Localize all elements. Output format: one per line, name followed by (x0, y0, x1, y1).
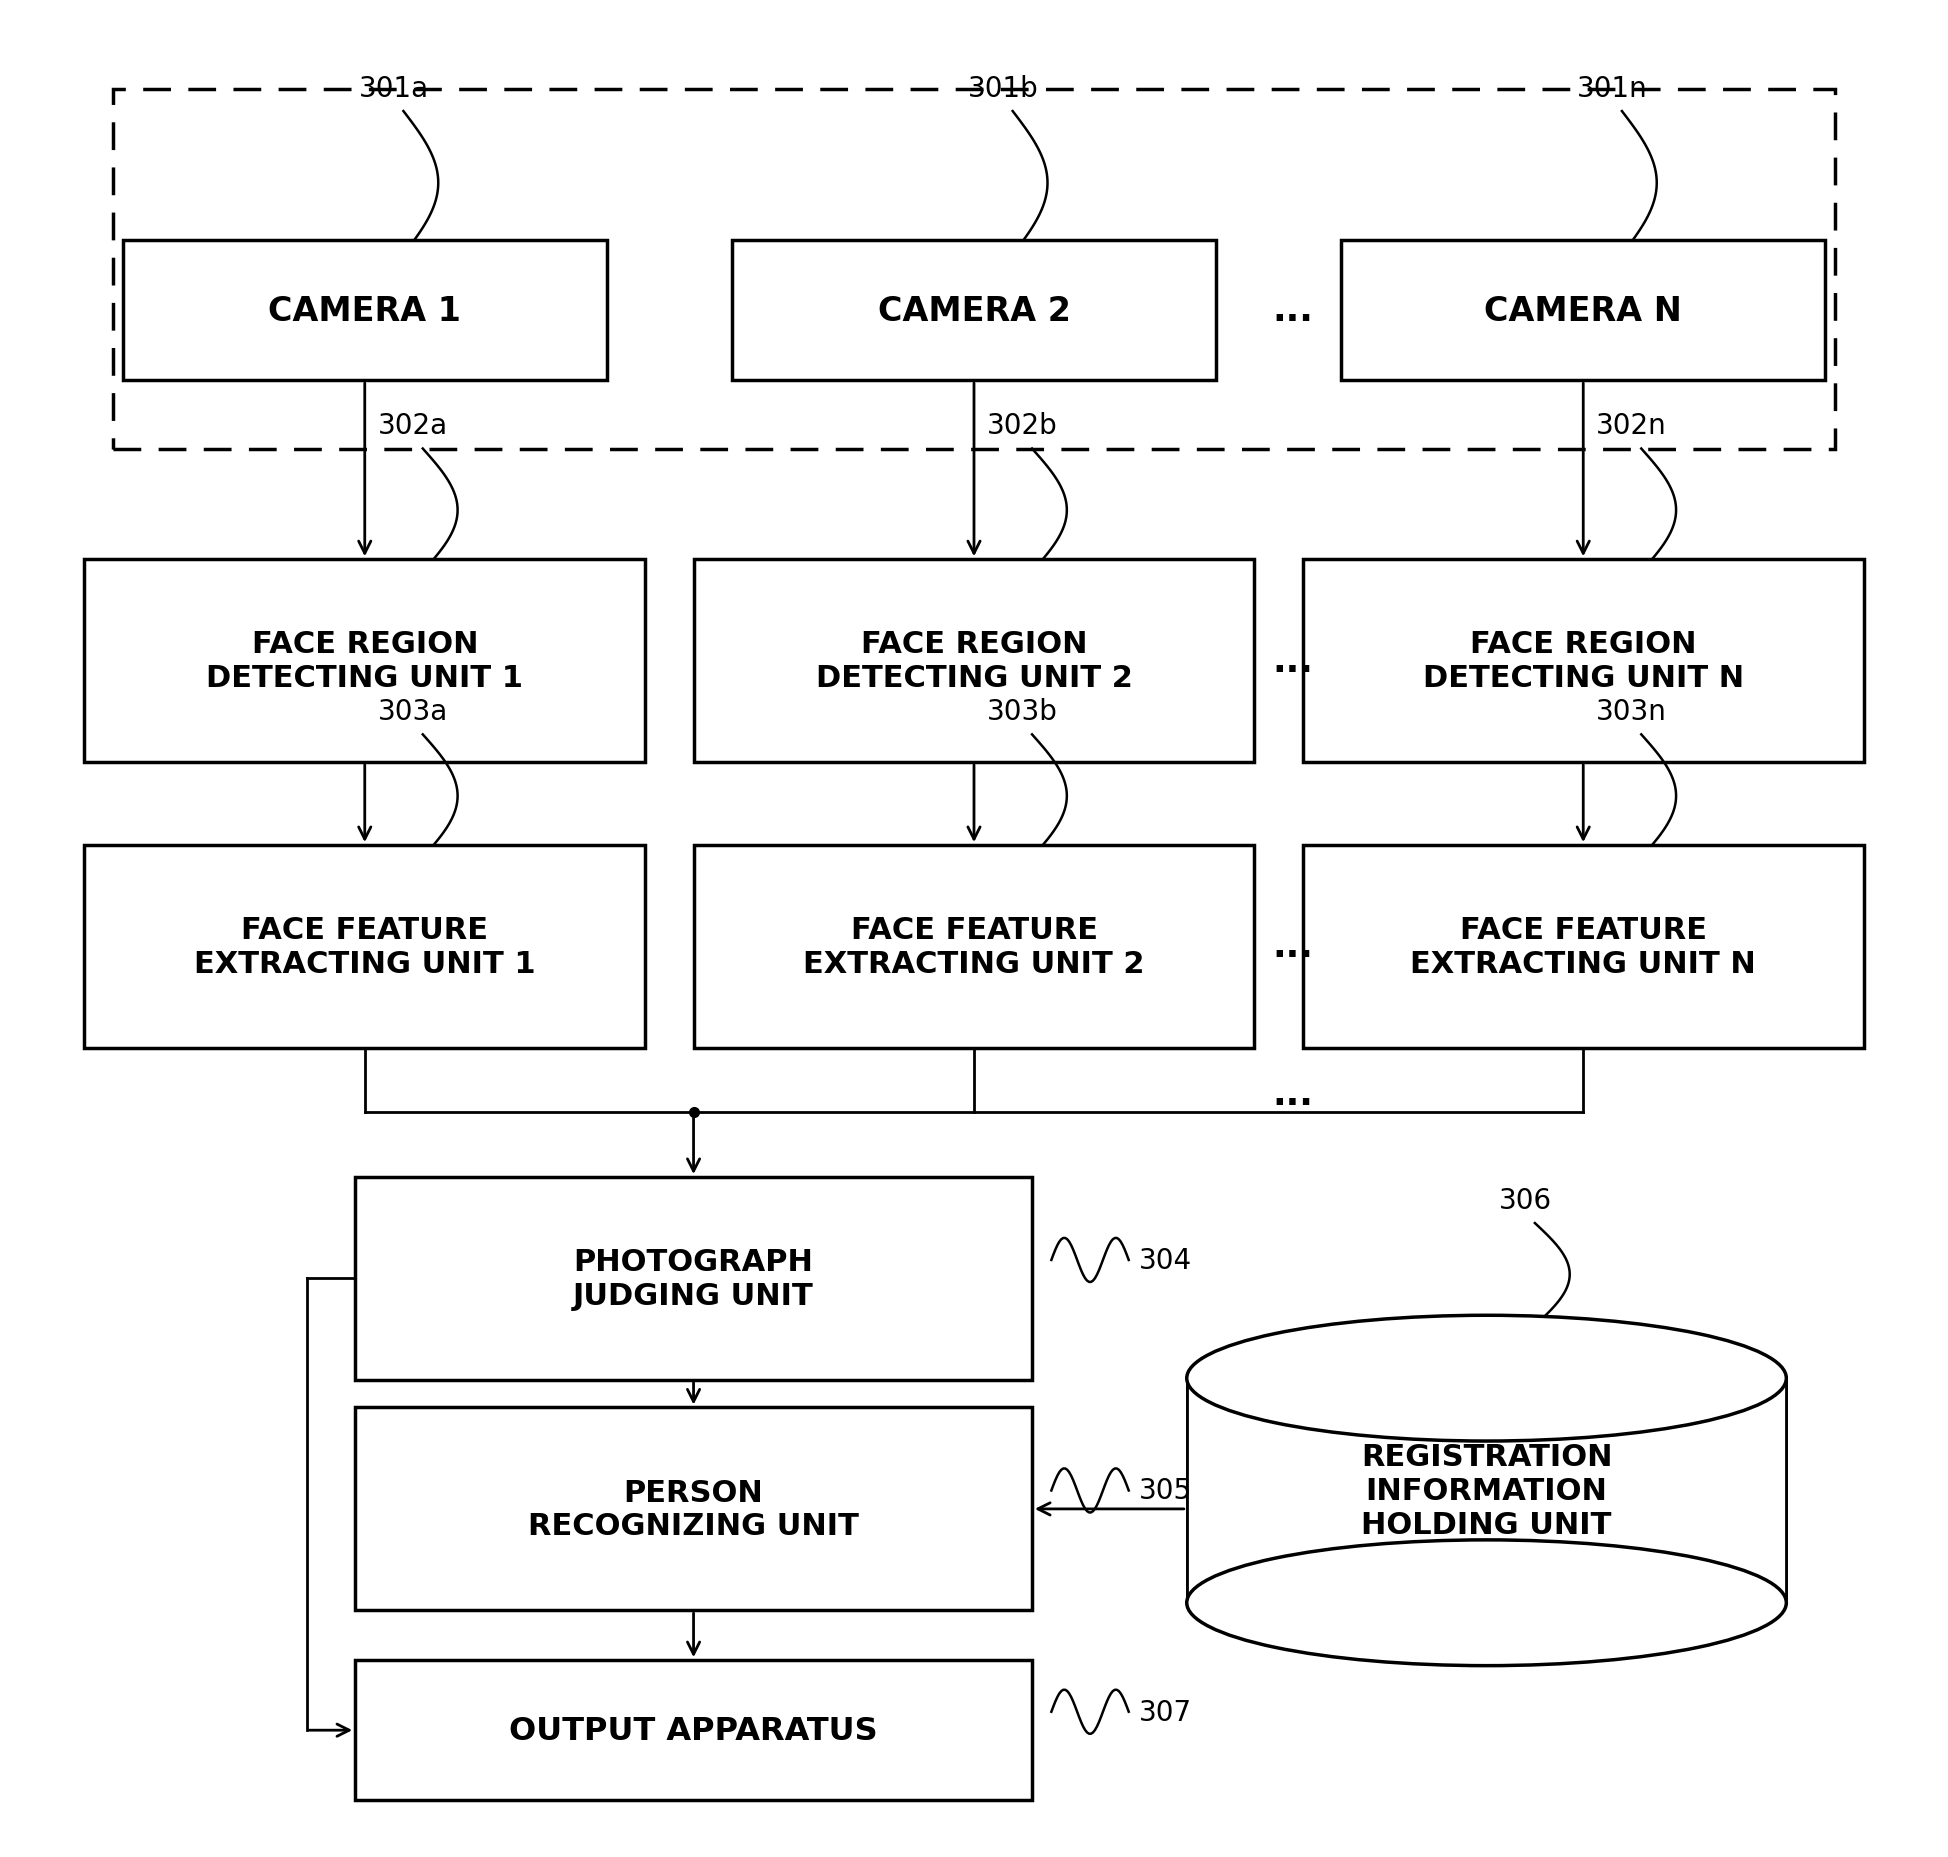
Text: 307: 307 (1138, 1697, 1192, 1725)
Text: 301n: 301n (1576, 74, 1648, 102)
Bar (1303, 559, 1864, 763)
Text: 302b: 302b (988, 412, 1058, 440)
Bar (355, 1660, 1032, 1799)
Text: 301b: 301b (968, 74, 1038, 102)
Text: PERSON
RECOGNIZING UNIT: PERSON RECOGNIZING UNIT (528, 1478, 859, 1539)
Text: 302a: 302a (378, 412, 448, 440)
Bar (732, 241, 1216, 381)
Text: 303n: 303n (1595, 698, 1667, 726)
Text: FACE FEATURE
EXTRACTING UNIT 2: FACE FEATURE EXTRACTING UNIT 2 (803, 916, 1145, 979)
Text: ...: ... (1272, 293, 1313, 329)
Text: PHOTOGRAPH
JUDGING UNIT: PHOTOGRAPH JUDGING UNIT (573, 1248, 814, 1309)
Text: 303a: 303a (378, 698, 448, 726)
Text: 302n: 302n (1595, 412, 1667, 440)
Bar (1342, 241, 1825, 381)
Bar (113, 89, 1835, 449)
Bar (693, 559, 1255, 763)
Text: ...: ... (1272, 644, 1313, 678)
Text: ...: ... (1272, 930, 1313, 964)
Bar (123, 241, 606, 381)
Text: 305: 305 (1138, 1476, 1192, 1504)
Bar (1186, 1378, 1786, 1603)
Text: FACE FEATURE
EXTRACTING UNIT 1: FACE FEATURE EXTRACTING UNIT 1 (195, 916, 536, 979)
Text: FACE REGION
DETECTING UNIT 1: FACE REGION DETECTING UNIT 1 (206, 630, 524, 693)
Bar (355, 1177, 1032, 1380)
Bar (84, 559, 645, 763)
Text: CAMERA 1: CAMERA 1 (269, 295, 462, 327)
Ellipse shape (1186, 1539, 1786, 1666)
Text: REGISTRATION
INFORMATION
HOLDING UNIT: REGISTRATION INFORMATION HOLDING UNIT (1362, 1443, 1613, 1539)
Text: 304: 304 (1138, 1246, 1192, 1274)
Text: FACE REGION
DETECTING UNIT N: FACE REGION DETECTING UNIT N (1422, 630, 1743, 693)
Text: FACE FEATURE
EXTRACTING UNIT N: FACE FEATURE EXTRACTING UNIT N (1410, 916, 1755, 979)
Text: 301a: 301a (358, 74, 429, 102)
Bar (355, 1408, 1032, 1610)
Bar (1303, 845, 1864, 1049)
Text: CAMERA N: CAMERA N (1484, 295, 1683, 327)
Text: OUTPUT APPARATUS: OUTPUT APPARATUS (508, 1714, 879, 1746)
Bar (84, 845, 645, 1049)
Ellipse shape (1186, 1315, 1786, 1441)
Text: FACE REGION
DETECTING UNIT 2: FACE REGION DETECTING UNIT 2 (816, 630, 1132, 693)
Text: 303b: 303b (988, 698, 1058, 726)
Text: CAMERA 2: CAMERA 2 (877, 295, 1071, 327)
Text: 306: 306 (1498, 1187, 1553, 1214)
Bar (693, 845, 1255, 1049)
Text: ...: ... (1272, 1077, 1313, 1110)
